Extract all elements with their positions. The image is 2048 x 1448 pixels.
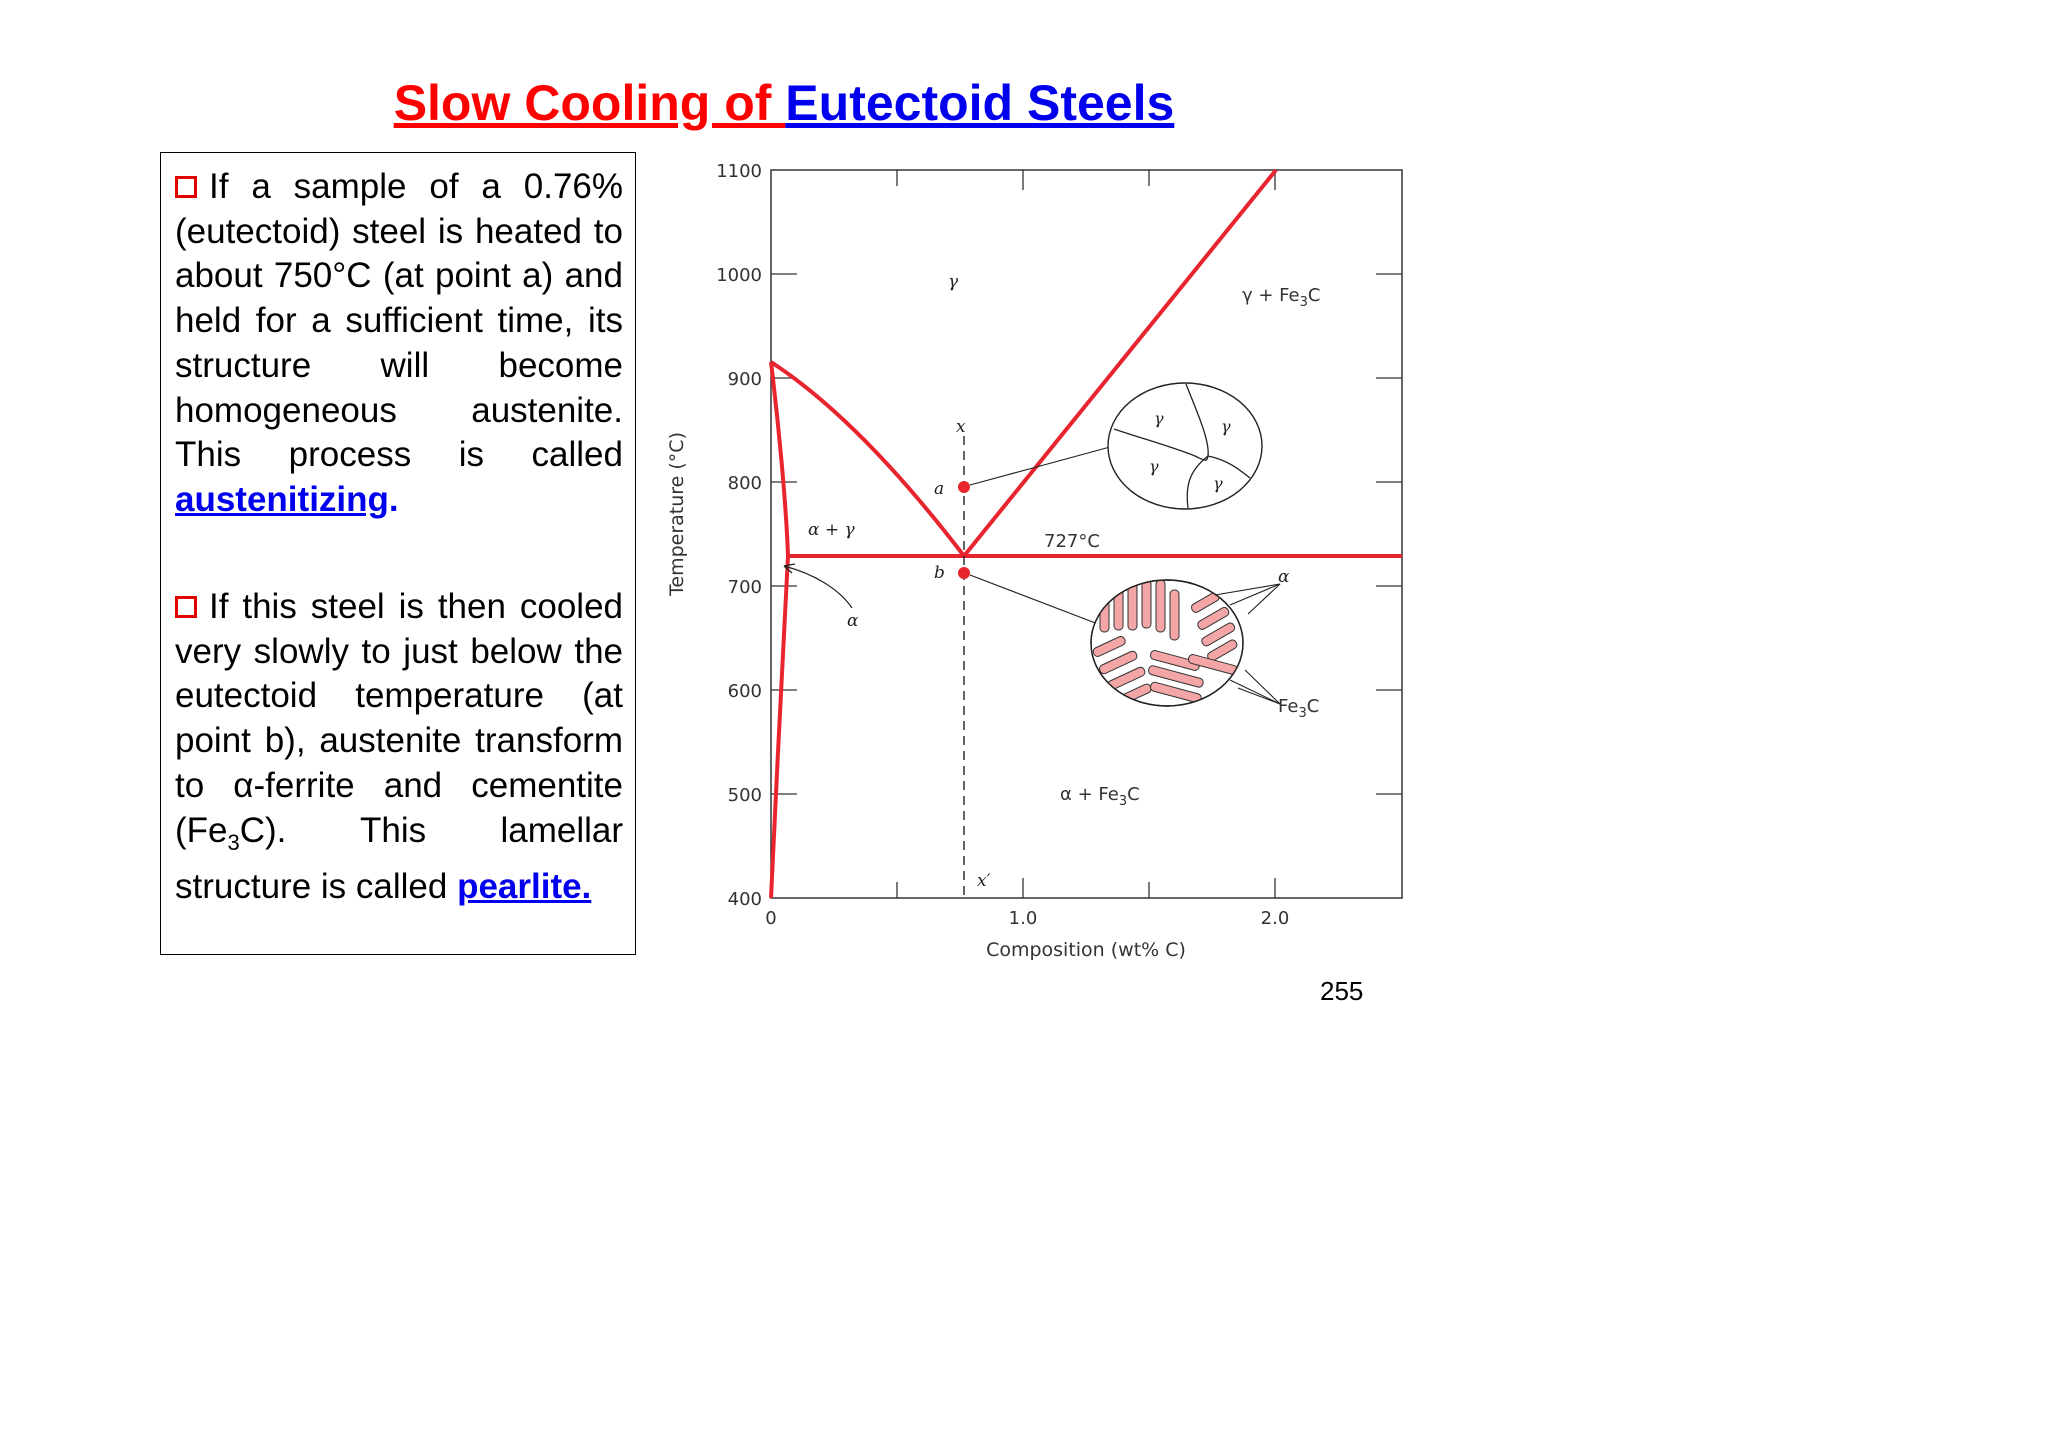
alpha-solvus-lower: [769, 555, 790, 899]
pearlite-micrograph: [1090, 579, 1244, 707]
paragraph1-text: If a sample of a 0.76% (eutectoid) steel…: [175, 167, 623, 475]
pearlite-fe3c-label: Fe3C: [1278, 696, 1319, 721]
x-axis-label: Composition (wt% C): [986, 939, 1186, 961]
point-a-marker: [958, 481, 970, 493]
arrowhead-icon: [783, 563, 796, 574]
austenitizing-link[interactable]: austenitizing: [175, 479, 389, 519]
region-alpha-gamma-label: α + γ: [808, 520, 856, 540]
eutectoid-temp-label: 727°C: [1044, 531, 1100, 552]
pearlite-link[interactable]: pearlite.: [457, 867, 592, 907]
paragraph2-subscript: 3: [227, 829, 240, 855]
point-b-marker: [958, 567, 970, 579]
slide-title: Slow Cooling of Eutectoid Steels: [0, 74, 1568, 132]
austenite-micrograph: γ γ γ γ: [1107, 382, 1263, 510]
y-tick-label: 400: [728, 889, 762, 910]
paragraph1-suffix: .: [388, 479, 399, 519]
alpha-solvus-upper: [769, 361, 790, 557]
paragraph2-text-after: C). This lamellar structure is called: [175, 810, 623, 907]
y-tick-label: 1000: [716, 265, 762, 286]
alpha-pointer-arrow: [783, 565, 853, 609]
y-tick-label: 1100: [716, 161, 762, 182]
svg-text:γ: γ: [1213, 474, 1223, 493]
y-tick-label: 900: [728, 369, 762, 390]
x-tick-label: 1.0: [1009, 908, 1038, 929]
point-b-label: b: [934, 563, 945, 583]
paragraph2-text: If this steel is then cooled very slowly…: [175, 587, 623, 850]
region-gamma-label: γ: [948, 272, 959, 292]
pearlite-pointer-arrows: [1214, 583, 1281, 705]
line-x-bottom-label: x′: [977, 871, 991, 891]
plot-frame: [770, 169, 1403, 899]
leader-line-a: [969, 446, 1111, 486]
line-x-top-label: x: [956, 417, 966, 437]
fe-c-phase-diagram: 1100 1000 900 800 700 600 500 400 0 1.0 …: [666, 161, 1403, 961]
pearlite-alpha-label: α: [1278, 567, 1290, 587]
region-gamma-fe3c-label: γ + Fe3C: [1242, 285, 1320, 310]
paragraph-pearlite: If this steel is then cooled very slowly…: [175, 585, 623, 910]
svg-text:γ: γ: [1149, 457, 1159, 476]
x-tick-label: 0: [765, 908, 776, 929]
page-number: 255: [1320, 976, 1364, 1006]
svg-text:γ: γ: [1154, 409, 1164, 428]
title-part-red: Slow Cooling of: [393, 75, 786, 131]
explanation-box: If a sample of a 0.76% (eutectoid) steel…: [160, 152, 636, 955]
title-part-blue: Eutectoid Steels: [785, 75, 1175, 131]
y-tick-label: 500: [728, 785, 762, 806]
region-alpha-fe3c-label: α + Fe3C: [1060, 784, 1140, 809]
leader-line-b: [969, 574, 1099, 625]
y-tick-label: 800: [728, 473, 762, 494]
checkbox-bullet-icon: [175, 596, 197, 618]
y-axis-label: Temperature (°C): [666, 432, 688, 597]
point-a-label: a: [934, 479, 944, 499]
svg-text:γ: γ: [1221, 417, 1231, 436]
alpha-phase-label: α: [847, 611, 859, 631]
checkbox-bullet-icon: [175, 176, 197, 198]
paragraph-austenitizing: If a sample of a 0.76% (eutectoid) steel…: [175, 165, 623, 523]
y-tick-label: 600: [728, 681, 762, 702]
a3-line: [769, 360, 966, 558]
phase-boundaries: [769, 168, 1402, 899]
x-tick-label: 2.0: [1261, 908, 1290, 929]
y-tick-label: 700: [728, 577, 762, 598]
acm-line: [962, 168, 1278, 558]
